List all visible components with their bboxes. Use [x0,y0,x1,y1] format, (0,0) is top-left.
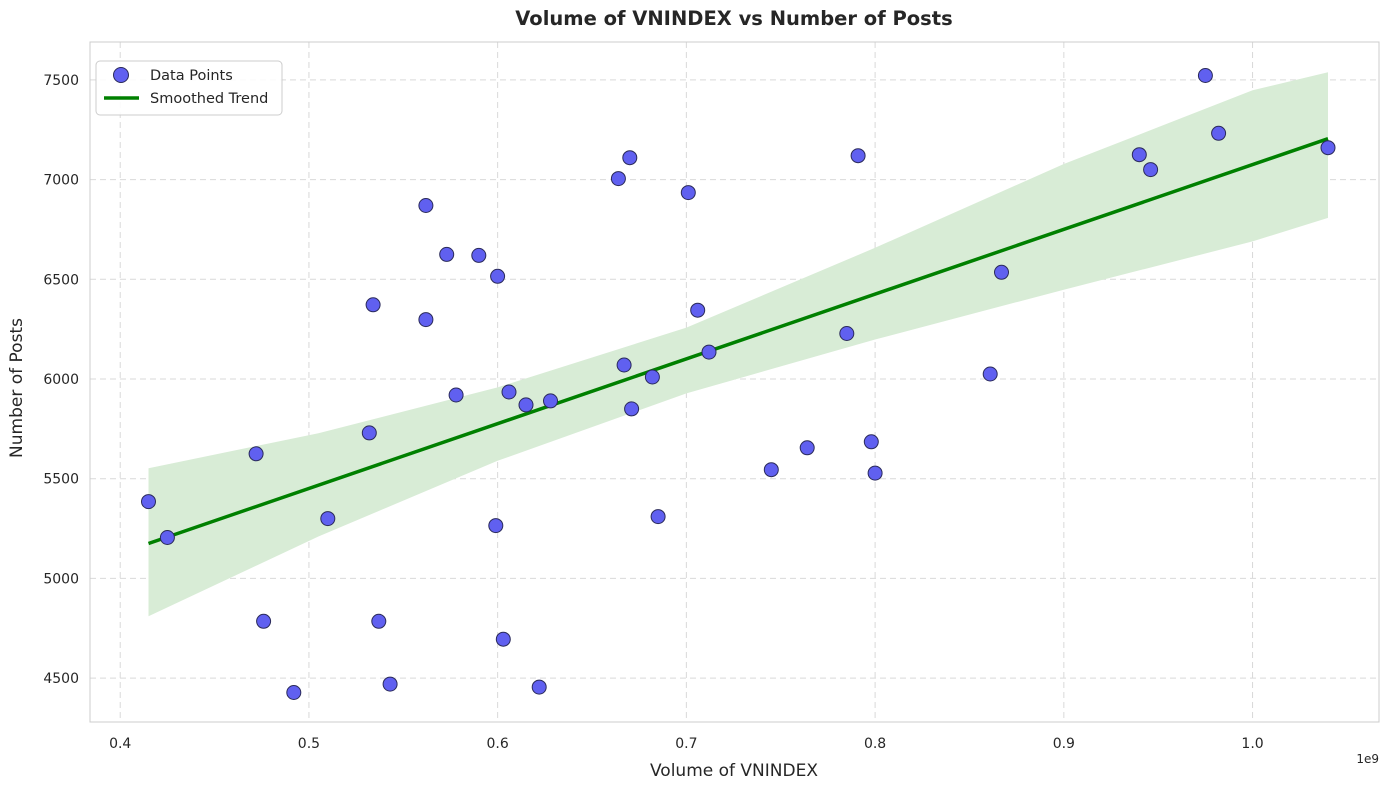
data-point [850,148,866,164]
x-axis-offset-label: 1e9 [1356,752,1379,766]
x-tick-label: 0.6 [487,736,509,752]
x-axis-ticks: 0.4 0.5 0.6 0.7 0.8 0.9 1.0 [109,736,1264,752]
grid [90,42,1379,722]
data-point [1131,147,1147,163]
data-point [799,440,815,456]
x-tick-label: 0.5 [298,736,320,752]
data-point [867,465,883,481]
x-tick-label: 0.4 [109,736,131,752]
y-tick-label: 6500 [43,272,79,288]
data-point [994,264,1009,280]
y-tick-label: 7500 [43,73,79,89]
data-point [286,685,302,700]
data-point [418,312,434,328]
chart-title: Volume of VNINDEX vs Number of Posts [515,7,952,30]
data-point [518,397,534,413]
legend: Data Points Smoothed Trend [95,60,283,116]
data-point [701,344,717,360]
y-tick-label: 6000 [43,372,79,388]
data-point [471,247,487,263]
trend-line-layer [147,137,1329,546]
data-point [543,393,558,409]
data-point [610,171,626,187]
y-tick-label: 7000 [43,173,79,189]
smoothed-trend-line [147,137,1329,546]
legend-box [95,60,283,116]
data-point [365,297,381,313]
data-point [371,613,387,629]
data-point [501,384,517,400]
trend-confidence-band [148,72,1328,617]
data-point [622,150,638,166]
data-point [763,462,779,478]
data-point [644,369,660,385]
data-point [488,518,504,534]
y-tick-label: 4500 [43,671,79,687]
data-point [690,302,706,318]
data-point [361,425,377,441]
x-axis-label: Volume of VNINDEX [650,761,818,781]
data-point [382,676,398,692]
y-tick-label: 5500 [43,472,79,488]
y-axis-label: Number of Posts [7,318,27,458]
data-point [448,387,464,403]
data-point [495,631,511,647]
data-point [982,366,998,382]
data-point [490,268,506,284]
data-point [320,511,336,527]
data-point [141,494,156,510]
data-point [650,509,666,525]
data-point [616,357,632,373]
y-axis-ticks: 4500 5000 5500 6000 6500 7000 7500 [43,73,79,687]
plot-frame [89,41,1380,723]
data-point [248,446,264,462]
confidence-band [148,72,1328,617]
data-point [439,246,455,262]
x-tick-label: 1.0 [1241,736,1263,752]
data-point [1320,140,1336,156]
data-point [863,434,879,450]
data-point [1211,125,1227,141]
legend-label-smoothed-trend: Smoothed Trend [150,91,268,107]
data-point [1143,162,1159,178]
data-points [141,68,1336,700]
data-point [418,198,434,213]
data-point [1197,68,1213,83]
data-point [256,613,272,629]
x-tick-label: 0.8 [864,736,886,752]
x-tick-label: 0.9 [1053,736,1075,752]
data-point [624,401,640,417]
data-point [531,679,547,695]
data-point [680,185,696,201]
legend-marker-data-points [113,67,129,83]
y-tick-label: 5000 [43,571,79,587]
legend-label-data-points: Data Points [150,68,233,84]
x-tick-label: 0.7 [675,736,697,752]
data-point [839,326,855,341]
data-point [159,530,175,545]
